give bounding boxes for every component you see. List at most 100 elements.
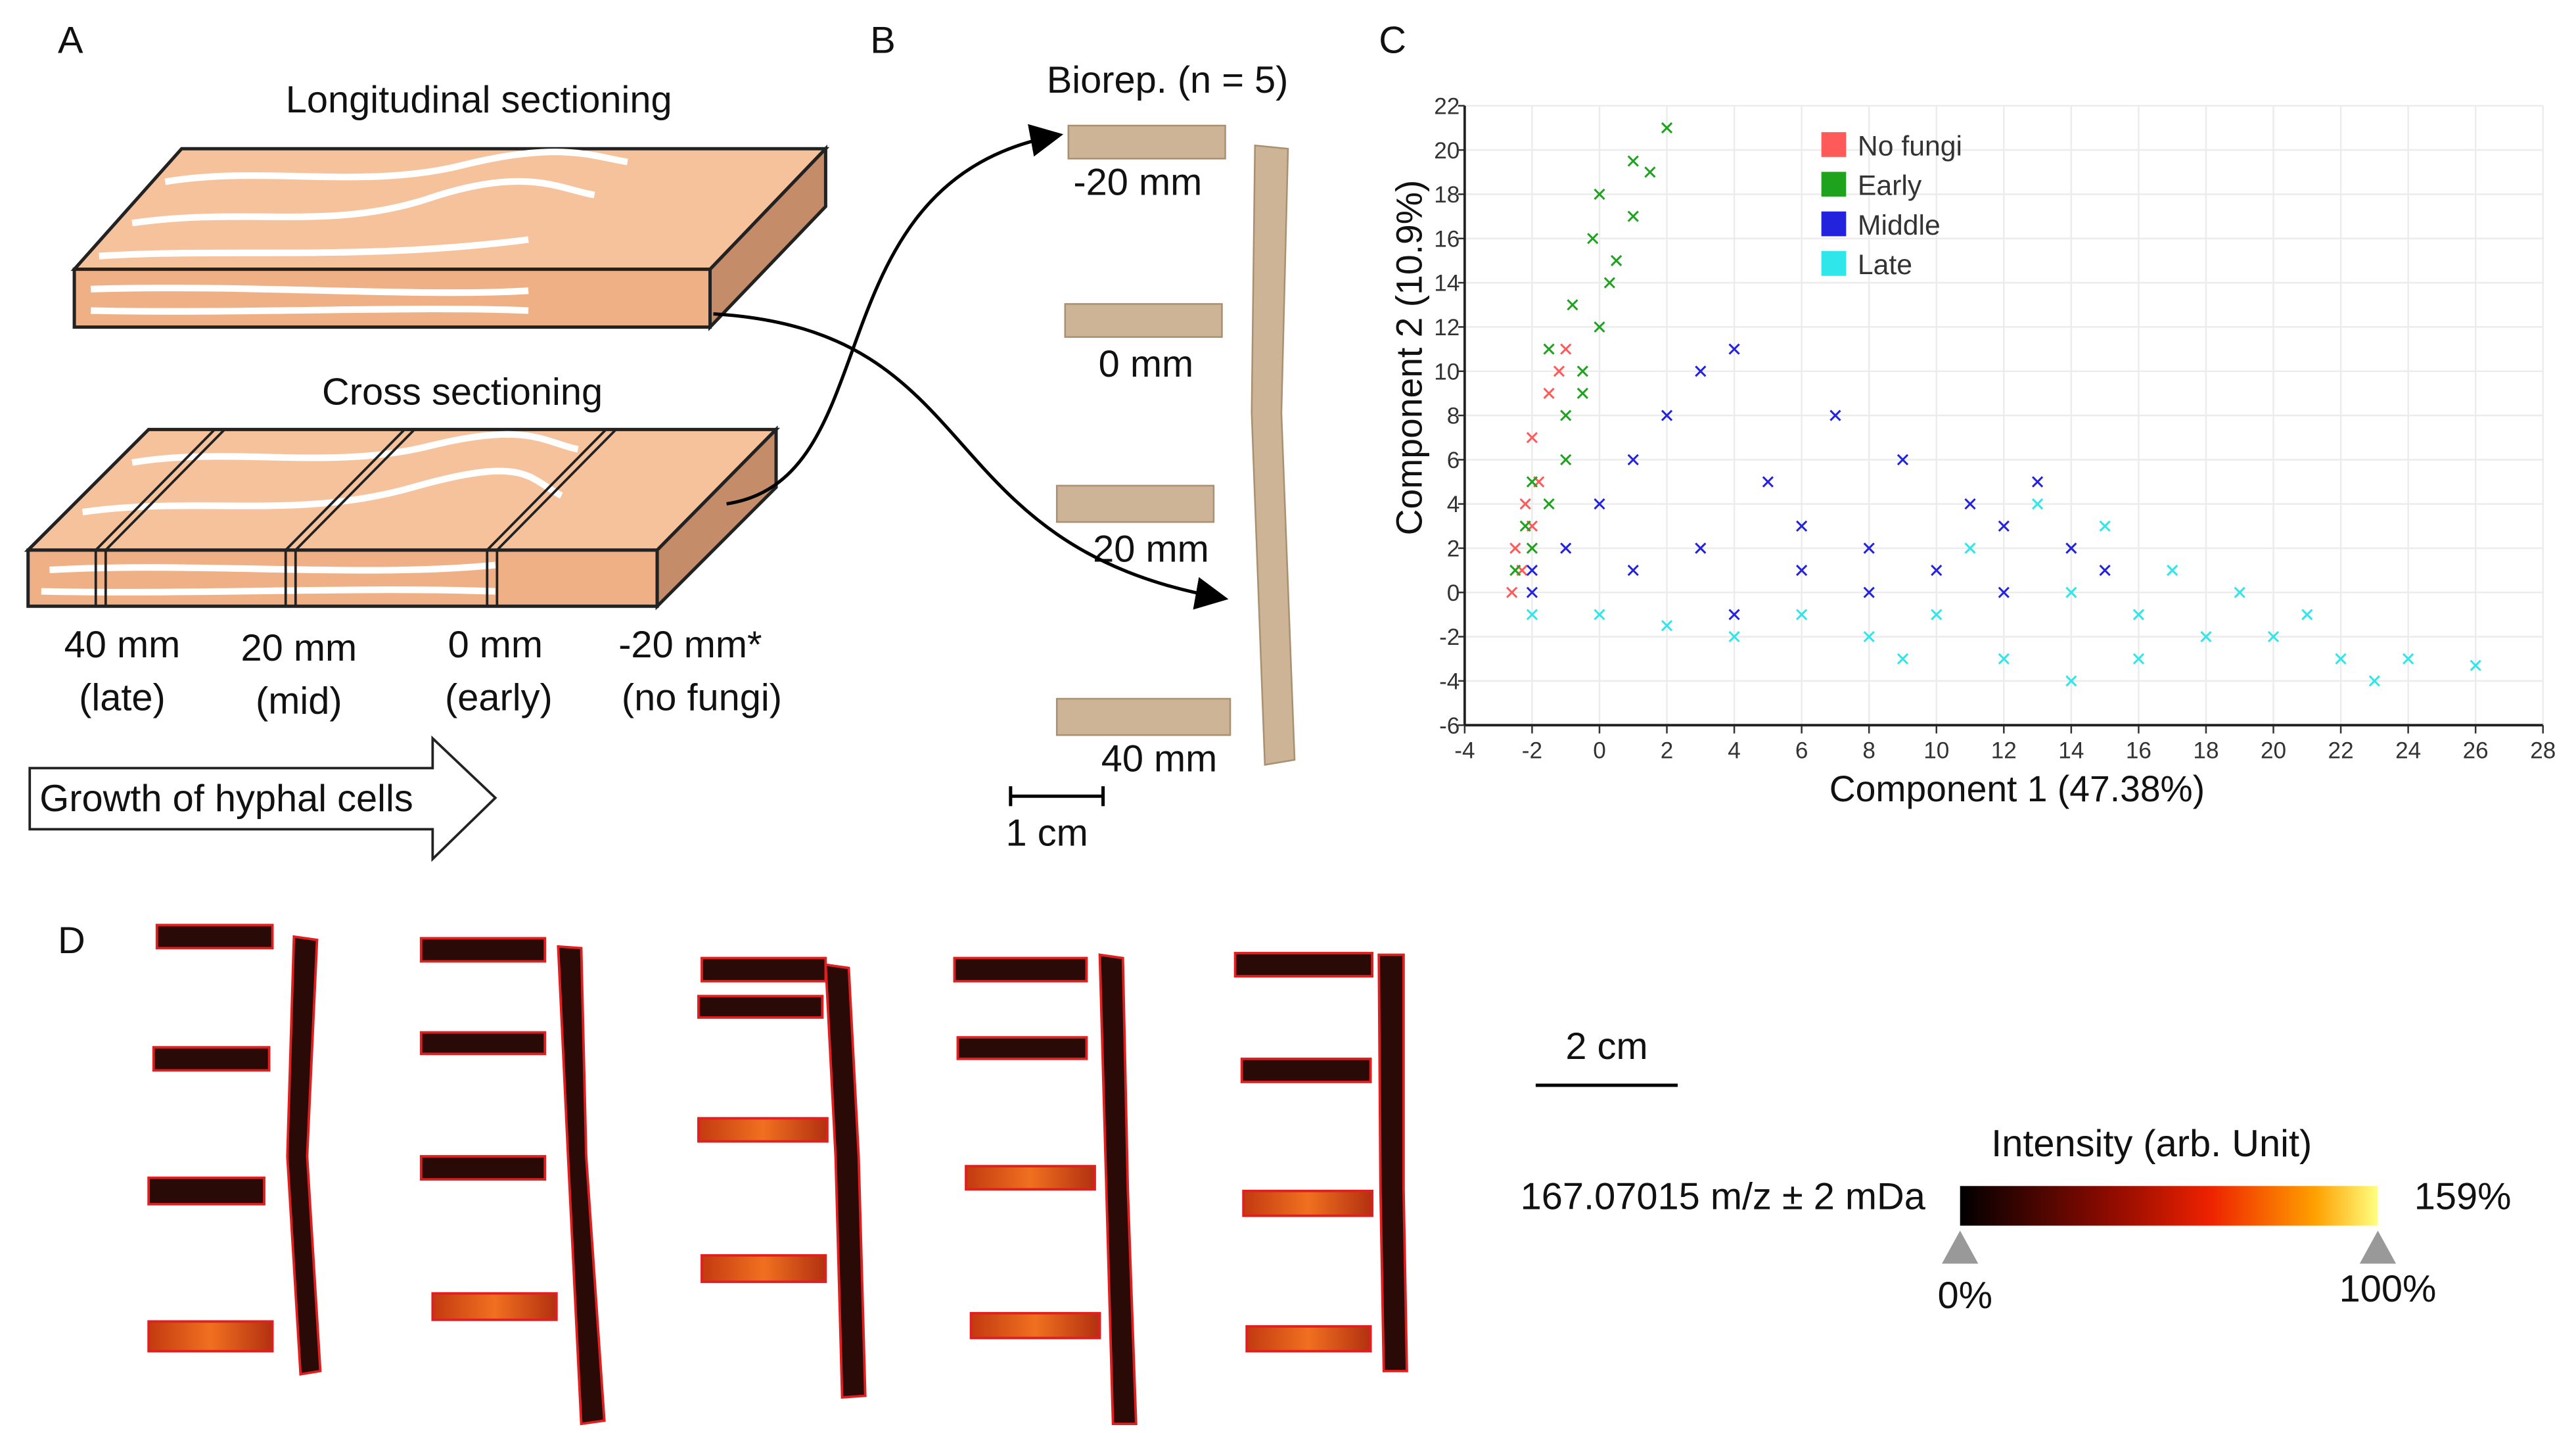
distance: 0 mm — [448, 624, 543, 666]
point — [2031, 476, 2044, 488]
point — [1543, 498, 1555, 510]
point — [1526, 542, 1538, 554]
x-tick-label: 26 — [2463, 738, 2489, 763]
x-tick-label: 10 — [1923, 738, 1949, 763]
point — [1695, 542, 1707, 554]
point — [2200, 630, 2212, 643]
x-tick-label: 22 — [2328, 738, 2354, 763]
wood-block — [70, 144, 830, 331]
scatter-chart: -4 -2 0 2 4 6 8 10 12 14 16 18 20 22 24 26 28-6-4-202468… — [1389, 93, 2556, 809]
point — [1863, 586, 1875, 598]
arrow — [726, 124, 1064, 505]
growth-arrow — [28, 735, 497, 862]
point — [1553, 365, 1565, 377]
point — [1728, 630, 1740, 643]
x-tick-label: 2 — [1661, 738, 1674, 763]
point — [1762, 476, 1774, 488]
point — [1560, 410, 1572, 421]
x-tick-label: 16 — [2126, 738, 2151, 763]
point — [1611, 254, 1622, 267]
x-tick-label: 4 — [1728, 738, 1741, 763]
point — [1897, 454, 1909, 465]
section-label: 20 mm — [1093, 528, 1209, 570]
x-tick-label: 8 — [1862, 738, 1875, 763]
point — [1506, 586, 1518, 598]
slider — [1942, 1231, 1979, 1264]
point — [2267, 630, 2280, 643]
legend-label: No fungi — [1858, 130, 1962, 162]
y-tick-label: 16 — [1434, 226, 1460, 252]
point — [2403, 653, 2414, 665]
point — [1560, 542, 1572, 554]
point — [1526, 432, 1538, 444]
x-tick-label: 6 — [1795, 738, 1808, 763]
legend-swatch — [1821, 251, 1847, 276]
x-tick-label: 20 — [2261, 738, 2286, 763]
y-tick-label: 22 — [1434, 93, 1460, 119]
point — [1594, 321, 1605, 333]
point — [1796, 520, 1808, 532]
point — [1796, 565, 1808, 576]
point — [1526, 565, 1538, 576]
point — [2132, 653, 2145, 665]
distance: 40 mm — [64, 624, 181, 666]
ion-images — [147, 924, 1408, 1426]
scale-label: 2 cm — [1565, 1025, 1647, 1068]
colorbar — [1960, 1186, 2378, 1226]
y-tick-label: 18 — [1434, 182, 1460, 208]
y-tick-label: 10 — [1434, 359, 1460, 385]
heading: Cross sectioning — [322, 371, 603, 413]
stage: (mid) — [256, 680, 342, 722]
y-tick-label: 8 — [1447, 404, 1460, 429]
point — [1519, 498, 1531, 510]
heading: Biorep. (n = 5) — [1047, 59, 1289, 101]
point — [1587, 233, 1599, 245]
point — [1661, 122, 1673, 134]
y-tick-label: -4 — [1439, 669, 1460, 694]
point — [1964, 542, 1976, 554]
panel-label: B — [870, 19, 896, 61]
heading: Longitudinal sectioning — [286, 79, 672, 121]
legend-swatch — [1821, 211, 1847, 237]
point — [2470, 659, 2481, 671]
point — [2099, 520, 2111, 532]
point — [1829, 410, 1841, 421]
y-tick-label: -2 — [1439, 624, 1460, 650]
point — [1998, 586, 2010, 598]
point — [1964, 498, 1976, 510]
colorbar-max: 159% — [2414, 1175, 2512, 1217]
point — [1576, 365, 1588, 377]
y-axis-label: Component 2 (10.9%) — [1389, 180, 1430, 536]
point — [1728, 609, 1740, 621]
point — [1560, 454, 1572, 465]
point — [1519, 520, 1531, 532]
y-tick-label: -6 — [1439, 713, 1460, 739]
legend-swatch — [1821, 132, 1847, 157]
mz-label: 167.07015 m/z ± 2 mDa — [1521, 1175, 1926, 1217]
point — [1695, 365, 1707, 377]
wood-sections — [1055, 124, 1296, 766]
legend-label: Middle — [1858, 210, 1941, 241]
point — [2065, 586, 2077, 598]
stage: (early) — [445, 677, 553, 719]
scale-bar — [1009, 786, 1105, 807]
wood-block — [24, 425, 781, 611]
point — [1560, 343, 1572, 355]
point — [1897, 653, 1909, 665]
legend-swatch — [1821, 172, 1847, 197]
y-tick-label: 20 — [1434, 138, 1460, 164]
point — [1526, 609, 1538, 621]
x-tick-label: 18 — [2193, 738, 2219, 763]
point — [1627, 210, 1639, 222]
distance: 20 mm — [241, 627, 357, 669]
arrow-label: Growth of hyphal cells — [39, 778, 413, 820]
point — [1931, 609, 1943, 621]
legend-label: Late — [1858, 249, 1912, 281]
x-tick-label: 0 — [1593, 738, 1606, 763]
point — [2335, 653, 2347, 665]
point — [1931, 565, 1943, 576]
x-tick-label: 28 — [2530, 738, 2556, 763]
point — [1644, 166, 1656, 178]
point — [1543, 387, 1555, 399]
